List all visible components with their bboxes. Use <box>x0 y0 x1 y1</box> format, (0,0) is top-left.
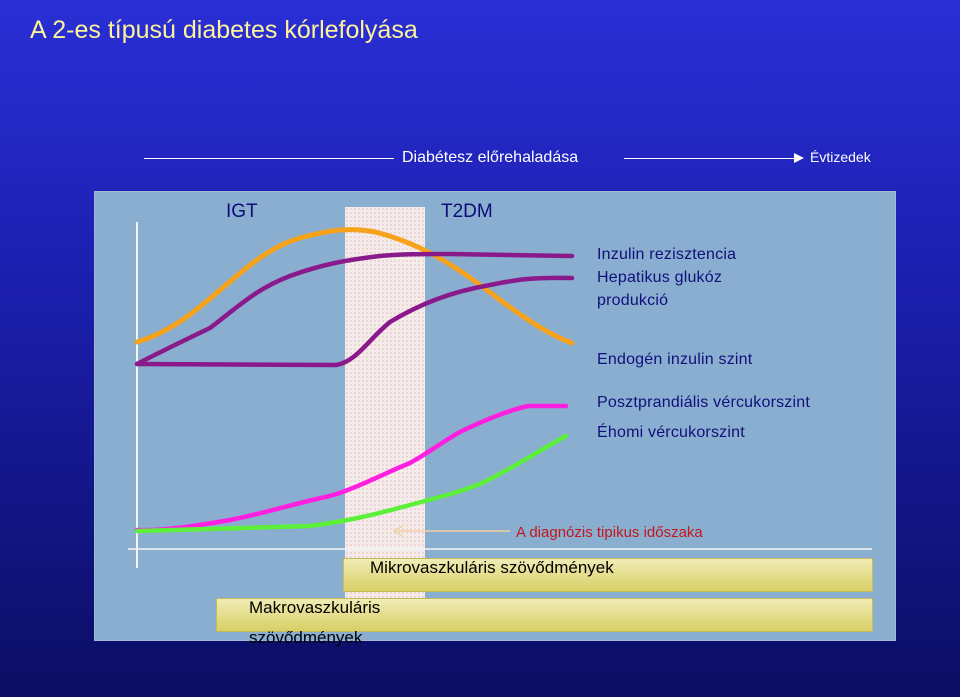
progress-label: Diabétesz előrehaladása <box>402 149 579 166</box>
diagnosis-arrow-icon <box>392 524 405 538</box>
timeline-left-line <box>144 158 394 159</box>
fasting-glucose-curve <box>134 433 569 534</box>
diagnosis-label: A diagnózis tipikus időszaka <box>516 524 703 541</box>
insulin-resistance-curve <box>134 251 575 367</box>
diagnosis-period-shading <box>345 207 425 603</box>
macro-complications-label-2: szövődmények <box>249 628 363 647</box>
micro-complications-label: Mikrovaszkuláris szövődmények <box>370 558 614 577</box>
endogenous-insulin-curve <box>134 227 575 346</box>
hepatic-glucose-curve <box>134 275 575 368</box>
micro-complications-bar <box>343 558 873 592</box>
label-insulin-resistance: Inzulin rezisztencia <box>597 246 737 263</box>
timeline-right-line <box>624 158 796 159</box>
timeline-arrow-icon <box>794 153 804 163</box>
phase-igt: IGT <box>226 201 258 222</box>
label-hepatic-glucose-1: Hepatikus glukóz <box>597 269 723 286</box>
postprandial-glucose-curve <box>134 403 569 533</box>
label-hepatic-glucose-2: produkció <box>597 292 669 309</box>
label-postprandial-glucose: Posztprandiális vércukorszint <box>597 394 810 411</box>
label-endogenous-insulin: Endogén inzulin szint <box>597 351 753 368</box>
decades-label: Évtizedek <box>810 149 871 165</box>
label-fasting-glucose: Éhomi vércukorszint <box>597 424 745 441</box>
macro-complications-label-1: Makrovaszkuláris <box>249 598 381 617</box>
phase-t2dm: T2DM <box>441 201 493 222</box>
slide-title: A 2-es típusú diabetes kórlefolyása <box>30 16 418 44</box>
macro-complications-bar <box>216 598 873 632</box>
